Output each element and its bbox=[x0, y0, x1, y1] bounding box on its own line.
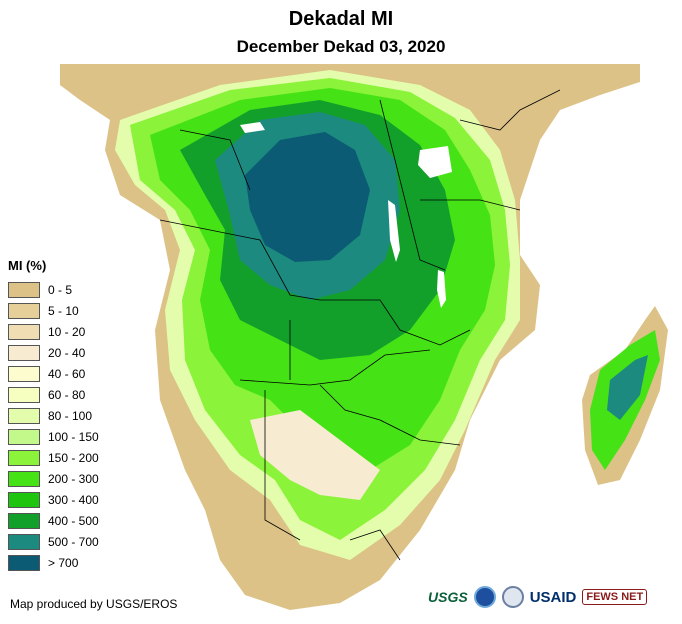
legend-item: 5 - 10 bbox=[8, 300, 99, 321]
lake-victoria bbox=[418, 146, 452, 178]
map-title: Dekadal MI bbox=[288, 8, 394, 30]
legend-swatch bbox=[8, 470, 40, 487]
legend-label: 40 - 60 bbox=[48, 366, 86, 381]
legend-label: 500 - 700 bbox=[48, 534, 99, 549]
legend-item: 0 - 5 bbox=[8, 279, 99, 300]
legend-swatch bbox=[8, 344, 40, 361]
legend: MI (%) 0 - 5 5 - 10 10 - 20 20 - 40 40 - 60 6… bbox=[8, 258, 99, 573]
legend-label: 400 - 500 bbox=[48, 513, 99, 528]
moisture-zones bbox=[115, 70, 660, 560]
legend-swatch bbox=[8, 533, 40, 550]
noaa-logo-icon bbox=[473, 586, 496, 608]
legend-label: 5 - 10 bbox=[48, 303, 79, 318]
legend-swatch bbox=[8, 428, 40, 445]
legend-swatch bbox=[8, 491, 40, 508]
legend-label: > 700 bbox=[48, 555, 79, 570]
legend-label: 100 - 150 bbox=[48, 429, 99, 444]
legend-label: 200 - 300 bbox=[48, 471, 99, 486]
legend-swatch bbox=[8, 554, 40, 571]
legend-swatch bbox=[8, 407, 40, 424]
legend-label: 80 - 100 bbox=[48, 408, 93, 423]
legend-swatch bbox=[8, 302, 40, 319]
legend-label: 0 - 5 bbox=[48, 282, 73, 297]
legend-swatch bbox=[8, 365, 40, 382]
eagle-seal-icon bbox=[501, 586, 524, 608]
legend-item: 20 - 40 bbox=[8, 342, 99, 363]
map-subtitle: December Dekad 03, 2020 bbox=[236, 37, 446, 56]
legend-item: 60 - 80 bbox=[8, 384, 99, 405]
legend-swatch bbox=[8, 512, 40, 529]
legend-swatch bbox=[8, 323, 40, 340]
legend-title: MI (%) bbox=[8, 258, 47, 273]
legend-label: 60 - 80 bbox=[48, 387, 86, 402]
legend-item: 400 - 500 bbox=[8, 510, 99, 531]
legend-item: 200 - 300 bbox=[8, 468, 99, 489]
legend-label: 300 - 400 bbox=[48, 492, 99, 507]
legend-item: 40 - 60 bbox=[8, 363, 99, 384]
usaid-logo: USAID bbox=[529, 588, 577, 606]
legend-item: 10 - 20 bbox=[8, 321, 99, 342]
lake-congo-basin bbox=[240, 122, 265, 133]
legend-item: 80 - 100 bbox=[8, 405, 99, 426]
legend-item: 500 - 700 bbox=[8, 531, 99, 552]
legend-item: 300 - 400 bbox=[8, 489, 99, 510]
legend-items: 0 - 5 5 - 10 10 - 20 20 - 40 40 - 60 60 - 80 8… bbox=[8, 279, 99, 573]
lake-tanganyika bbox=[388, 200, 400, 262]
legend-item: 100 - 150 bbox=[8, 426, 99, 447]
map-credit: Map produced by USGS/EROS bbox=[10, 597, 178, 611]
legend-swatch bbox=[8, 281, 40, 298]
legend-label: 150 - 200 bbox=[48, 450, 99, 465]
partner-logos: USGS USAID FEWS NET bbox=[428, 586, 648, 608]
legend-label: 10 - 20 bbox=[48, 324, 86, 339]
country-boundaries bbox=[159, 89, 561, 561]
legend-item: > 700 bbox=[8, 552, 99, 573]
legend-swatch bbox=[8, 386, 40, 403]
lake-malawi bbox=[437, 270, 446, 308]
usgs-logo: USGS bbox=[428, 589, 468, 605]
legend-item: 150 - 200 bbox=[8, 447, 99, 468]
fews-net-logo: FEWS NET bbox=[582, 589, 648, 605]
legend-swatch bbox=[8, 449, 40, 466]
legend-label: 20 - 40 bbox=[48, 345, 86, 360]
